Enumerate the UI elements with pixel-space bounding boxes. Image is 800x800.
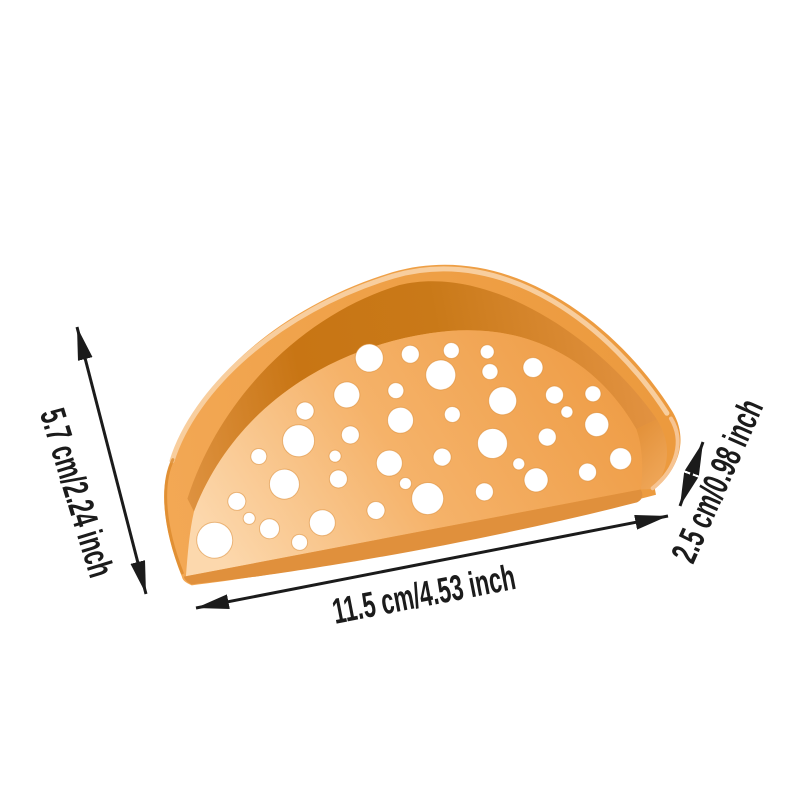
- tray-hole: [560, 405, 574, 419]
- tray-hole: [411, 482, 445, 516]
- tray-hole: [328, 449, 342, 463]
- tray-hole: [443, 405, 461, 423]
- tray-plate: [185, 330, 643, 577]
- tray-hole: [537, 427, 557, 447]
- tray-hole: [479, 344, 495, 360]
- depth-dimension-label: 2.5 cm/0.98 inch: [665, 394, 772, 569]
- tray-right-edge-highlight: [650, 416, 680, 491]
- tray-hole: [282, 424, 316, 458]
- tray-hole: [584, 385, 602, 403]
- tray-hole: [609, 447, 633, 471]
- tray-hole: [400, 344, 420, 364]
- depth-dimension-arrow: [678, 441, 705, 507]
- tray-hole: [328, 469, 348, 489]
- tray-hole: [578, 462, 598, 482]
- tray-hole: [268, 468, 300, 500]
- tray-hole: [474, 482, 494, 502]
- tray-hole: [387, 382, 405, 400]
- tray-hole: [432, 447, 452, 467]
- tray-hole: [340, 425, 360, 445]
- tray-hole: [512, 457, 526, 471]
- tray-hole: [425, 359, 457, 391]
- tray-hole: [295, 401, 315, 421]
- height-dimension-arrow: [75, 326, 148, 595]
- tray-hole: [481, 363, 499, 381]
- tray-rim-highlight: [169, 266, 670, 464]
- tray-inner-wall-shadow: [187, 281, 657, 512]
- width-dimension-arrow: [195, 514, 669, 610]
- tray-illustration: [164, 264, 681, 586]
- tray-hole: [522, 357, 544, 379]
- tray-hole: [354, 343, 384, 373]
- tray-hole: [387, 406, 415, 434]
- width-dimension-label: 11.5 cm/4.53 inch: [329, 558, 518, 632]
- tray-hole: [250, 447, 268, 465]
- tray-hole: [227, 491, 247, 511]
- tray-hole: [544, 385, 564, 405]
- height-dimension-label: 5.7 cm/2.24 inch: [32, 404, 121, 582]
- tray-hole: [488, 386, 518, 416]
- tray-hole: [523, 467, 549, 493]
- tray-hole: [476, 427, 508, 459]
- tray-left-edge-line: [164, 458, 184, 575]
- tray-hole: [333, 381, 361, 409]
- tray-hole: [442, 342, 460, 360]
- tray-hole: [584, 412, 610, 438]
- tray-hole: [398, 476, 412, 490]
- tray-hole: [375, 449, 403, 477]
- tray-right-end-cap: [636, 419, 668, 490]
